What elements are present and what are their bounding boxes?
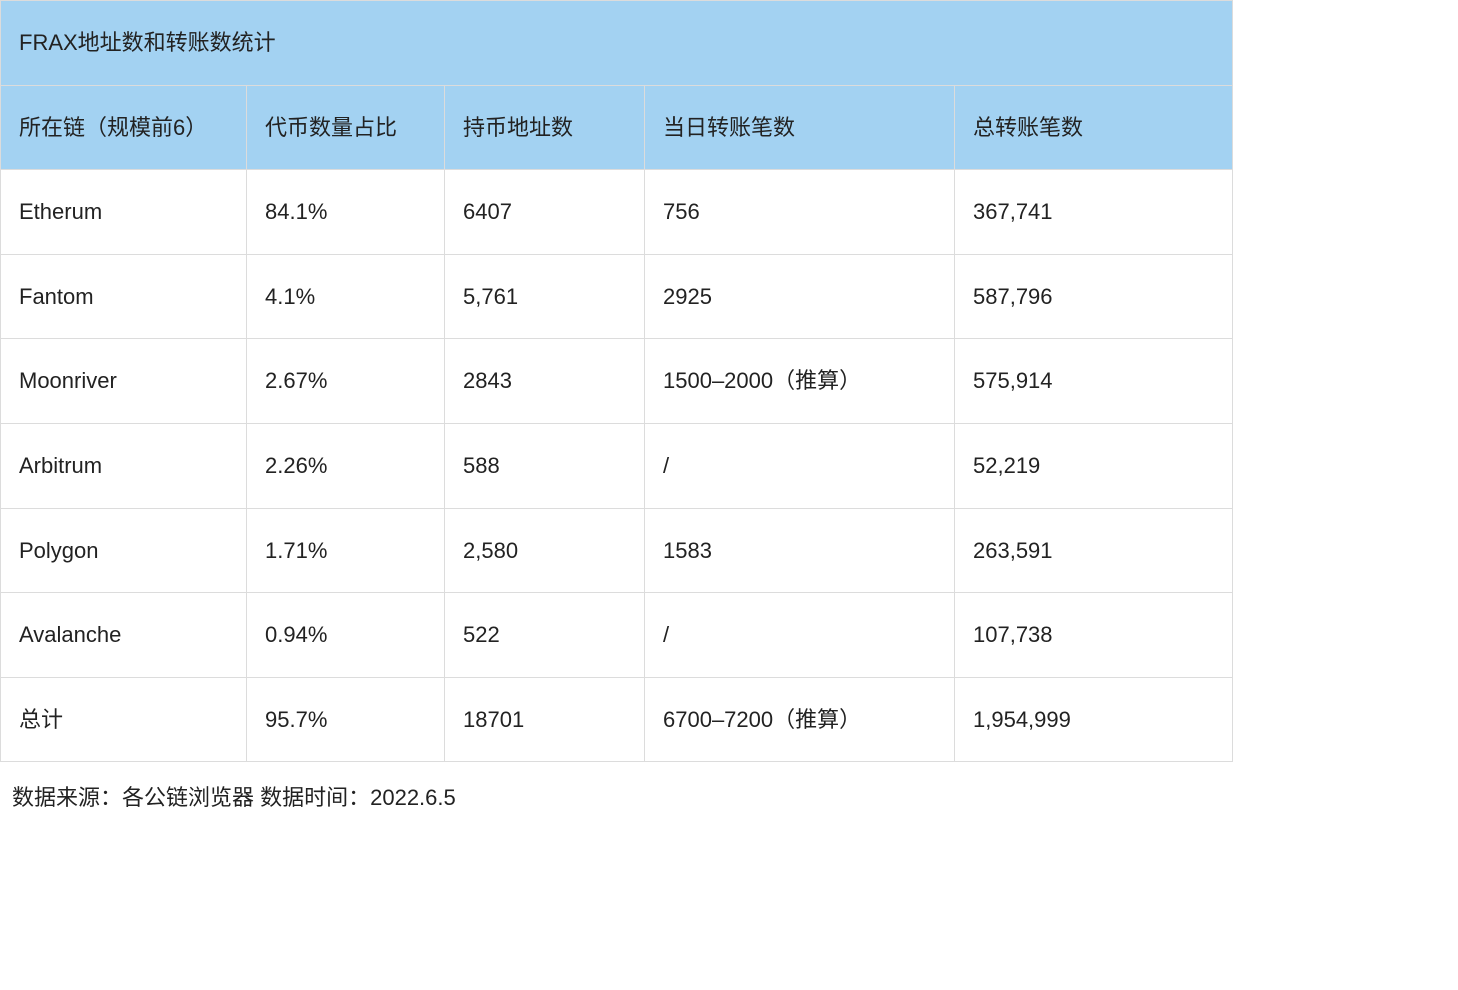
table-cell: Moonriver bbox=[1, 339, 247, 424]
table-row: Avalanche0.94%522/107,738 bbox=[1, 593, 1233, 678]
table-cell: 4.1% bbox=[247, 254, 445, 339]
table-title: FRAX地址数和转账数统计 bbox=[1, 1, 1233, 86]
column-header: 代币数量占比 bbox=[247, 85, 445, 170]
table-footnote: 数据来源：各公链浏览器 数据时间：2022.6.5 bbox=[0, 762, 1458, 830]
table-cell: Etherum bbox=[1, 170, 247, 255]
table-cell: 756 bbox=[645, 170, 955, 255]
table-row: Moonriver2.67%28431500–2000（推算）575,914 bbox=[1, 339, 1233, 424]
table-cell: 1.71% bbox=[247, 508, 445, 593]
table-row: Fantom4.1%5,7612925587,796 bbox=[1, 254, 1233, 339]
table-header-row: 所在链（规模前6）代币数量占比持币地址数当日转账笔数总转账笔数 bbox=[1, 85, 1233, 170]
table-row: 总计95.7%187016700–7200（推算）1,954,999 bbox=[1, 677, 1233, 762]
table-cell: / bbox=[645, 593, 955, 678]
table-container: FRAX地址数和转账数统计 所在链（规模前6）代币数量占比持币地址数当日转账笔数… bbox=[0, 0, 1458, 830]
table-cell: 522 bbox=[445, 593, 645, 678]
column-header: 持币地址数 bbox=[445, 85, 645, 170]
table-cell: 2,580 bbox=[445, 508, 645, 593]
table-cell: 1500–2000（推算） bbox=[645, 339, 955, 424]
table-cell: 18701 bbox=[445, 677, 645, 762]
table-cell: Fantom bbox=[1, 254, 247, 339]
table-cell: 84.1% bbox=[247, 170, 445, 255]
column-header: 总转账笔数 bbox=[955, 85, 1233, 170]
table-cell: 588 bbox=[445, 423, 645, 508]
table-cell: 2.67% bbox=[247, 339, 445, 424]
table-cell: 2.26% bbox=[247, 423, 445, 508]
table-cell: 367,741 bbox=[955, 170, 1233, 255]
table-cell: 1583 bbox=[645, 508, 955, 593]
table-cell: 0.94% bbox=[247, 593, 445, 678]
table-row: Etherum84.1%6407756367,741 bbox=[1, 170, 1233, 255]
table-cell: Avalanche bbox=[1, 593, 247, 678]
table-cell: 2925 bbox=[645, 254, 955, 339]
column-header: 所在链（规模前6） bbox=[1, 85, 247, 170]
table-cell: / bbox=[645, 423, 955, 508]
table-cell: Polygon bbox=[1, 508, 247, 593]
table-cell: 5,761 bbox=[445, 254, 645, 339]
table-cell: 587,796 bbox=[955, 254, 1233, 339]
table-cell: 1,954,999 bbox=[955, 677, 1233, 762]
table-cell: 总计 bbox=[1, 677, 247, 762]
table-cell: 263,591 bbox=[955, 508, 1233, 593]
column-header: 当日转账笔数 bbox=[645, 85, 955, 170]
table-row: Arbitrum2.26%588/52,219 bbox=[1, 423, 1233, 508]
table-cell: Arbitrum bbox=[1, 423, 247, 508]
table-body: Etherum84.1%6407756367,741Fantom4.1%5,76… bbox=[1, 170, 1233, 762]
table-cell: 52,219 bbox=[955, 423, 1233, 508]
table-cell: 95.7% bbox=[247, 677, 445, 762]
table-cell: 575,914 bbox=[955, 339, 1233, 424]
stats-table: FRAX地址数和转账数统计 所在链（规模前6）代币数量占比持币地址数当日转账笔数… bbox=[0, 0, 1233, 762]
table-cell: 6407 bbox=[445, 170, 645, 255]
table-row: Polygon1.71%2,5801583263,591 bbox=[1, 508, 1233, 593]
table-cell: 2843 bbox=[445, 339, 645, 424]
table-title-row: FRAX地址数和转账数统计 bbox=[1, 1, 1233, 86]
table-cell: 107,738 bbox=[955, 593, 1233, 678]
table-cell: 6700–7200（推算） bbox=[645, 677, 955, 762]
